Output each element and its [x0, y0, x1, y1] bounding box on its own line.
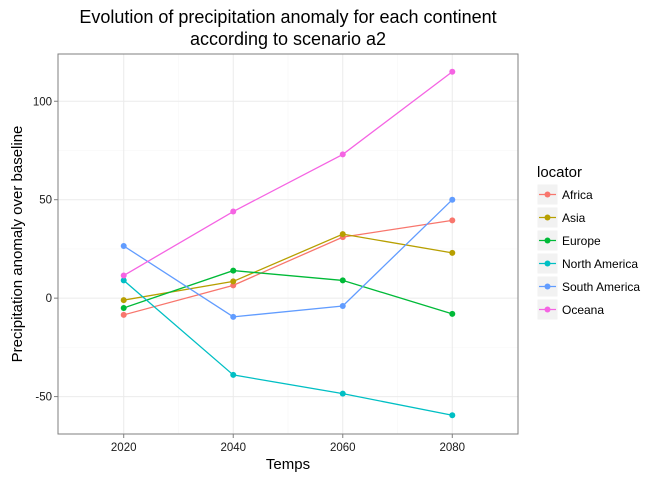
series-line-europe — [123, 269, 453, 315]
grid-layer — [58, 54, 518, 434]
data-point-asia — [449, 249, 456, 256]
data-point-south-america — [230, 313, 237, 320]
legend-key-point-asia — [544, 214, 551, 221]
data-point-africa — [120, 311, 127, 318]
legend-label-africa: Africa — [562, 188, 593, 202]
data-point-africa — [449, 217, 456, 224]
data-point-north-america — [230, 371, 237, 378]
y-tick-label: 50 — [39, 195, 52, 207]
series-layer — [120, 68, 456, 419]
legend: locator Africa Asia Europe North America Sou… — [536, 164, 640, 321]
y-axis: -50 0 50 100 — [33, 96, 58, 404]
plot-panel-border — [57, 53, 519, 435]
legend-label-oceana: Oceana — [562, 303, 604, 317]
x-tick-label: 2080 — [439, 442, 465, 454]
data-point-europe — [120, 304, 127, 311]
legend-key-point-south-america — [544, 283, 551, 290]
data-point-oceana — [449, 68, 456, 75]
legend-label-south-america: South America — [562, 280, 640, 294]
series-line-asia — [123, 233, 453, 301]
data-point-oceana — [339, 151, 346, 158]
data-point-south-america — [449, 196, 456, 203]
y-tick-label: 0 — [46, 293, 52, 305]
y-tick-label: -50 — [35, 392, 52, 404]
legend-label-north-america: North America — [562, 257, 638, 271]
series-line-africa — [123, 219, 453, 316]
x-axis: 2020 2040 2060 2080 — [111, 434, 465, 454]
legend-label-asia: Asia — [562, 211, 586, 225]
data-point-north-america — [120, 277, 127, 284]
legend-title: locator — [537, 164, 582, 181]
data-point-north-america — [339, 390, 346, 397]
data-point-south-america — [339, 303, 346, 310]
series-line-south-america — [123, 199, 453, 318]
y-tick-label: 100 — [33, 96, 52, 108]
x-axis-title: Temps — [266, 456, 310, 473]
y-axis-title: Precipitation anomaly over baseline — [9, 126, 26, 363]
data-point-oceana — [230, 208, 237, 215]
data-point-asia — [230, 278, 237, 285]
legend-items: Africa Asia Europe North America South Ameri… — [536, 183, 640, 321]
x-tick-label: 2060 — [330, 442, 356, 454]
data-point-south-america — [120, 242, 127, 249]
legend-key-point-oceana — [544, 306, 551, 313]
data-point-europe — [449, 310, 456, 317]
legend-key-point-north-america — [544, 260, 551, 267]
legend-label-europe: Europe — [562, 234, 601, 248]
chart-title-line-1: Evolution of precipitation anomaly for e… — [79, 7, 496, 27]
legend-key-point-africa — [544, 191, 551, 198]
chart-title-line-2: according to scenario a2 — [190, 29, 386, 49]
x-tick-label: 2020 — [111, 442, 137, 454]
data-point-europe — [339, 277, 346, 284]
data-point-north-america — [449, 412, 456, 419]
series-line-oceana — [123, 71, 453, 277]
data-point-europe — [230, 267, 237, 274]
data-point-oceana — [120, 272, 127, 279]
x-tick-label: 2040 — [220, 442, 246, 454]
series-line-north-america — [123, 279, 453, 416]
legend-key-point-europe — [544, 237, 551, 244]
data-point-asia — [339, 231, 346, 238]
data-point-asia — [120, 297, 127, 304]
